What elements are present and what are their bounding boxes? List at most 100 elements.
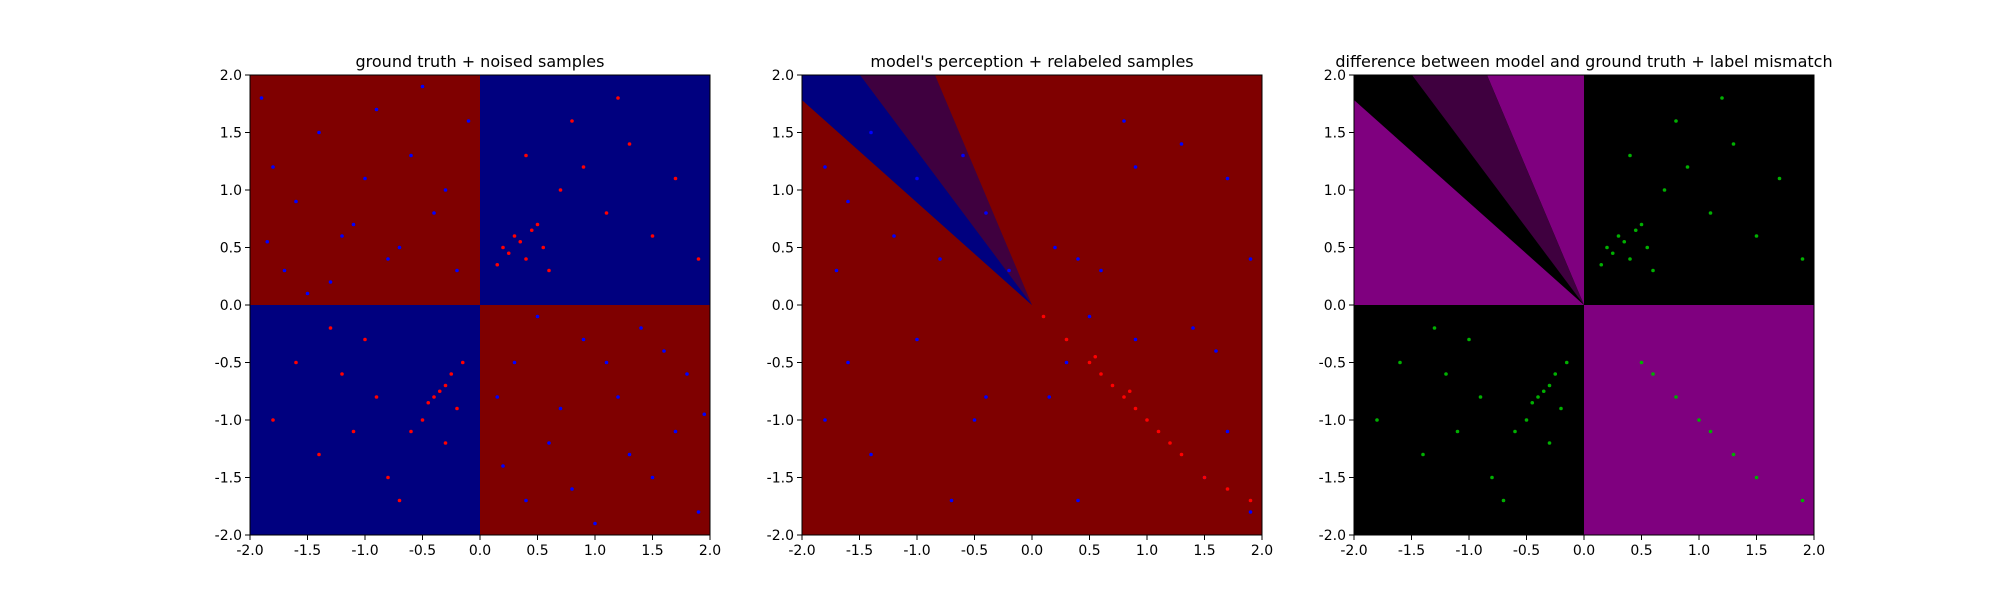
- data-point: [1616, 234, 1621, 238]
- data-point: [409, 429, 413, 434]
- data-point: [1041, 314, 1046, 319]
- data-point: [1007, 268, 1011, 273]
- data-point: [1731, 142, 1736, 146]
- x-axis: -2.0 -1.5 -1.0 -0.5 0.0 0.5 1.0 1.5 2.0: [236, 535, 721, 559]
- data-point: [1087, 360, 1092, 365]
- data-point: [524, 153, 528, 158]
- data-point: [1490, 475, 1494, 480]
- data-point: [512, 234, 517, 238]
- data-point: [673, 176, 678, 181]
- data-point: [650, 234, 655, 238]
- y-tick-label: -2.0: [1319, 528, 1346, 544]
- data-point: [1662, 188, 1667, 192]
- panel-title: ground truth + noised samples: [356, 52, 605, 71]
- data-point: [570, 119, 574, 123]
- y-tick-label: 1.0: [1324, 183, 1346, 199]
- x-tick-label: -0.5: [961, 543, 988, 559]
- y-tick-label: 0.5: [1324, 241, 1346, 257]
- panel-title: model's perception + relabeled samples: [870, 52, 1193, 71]
- data-point: [501, 245, 505, 250]
- data-point: [1622, 239, 1627, 244]
- x-tick-label: 0.5: [526, 543, 548, 559]
- data-point: [823, 165, 827, 169]
- data-point: [363, 337, 367, 342]
- data-point: [1754, 475, 1759, 480]
- data-point: [1133, 337, 1138, 342]
- data-point: [627, 452, 632, 457]
- data-point: [616, 395, 620, 399]
- data-point: [1375, 418, 1379, 422]
- data-point: [1639, 360, 1644, 365]
- data-point: [271, 165, 275, 169]
- data-point: [495, 262, 500, 267]
- y-tick-label: -2.0: [215, 528, 242, 544]
- data-point: [1645, 245, 1650, 250]
- x-tick-label: 0.5: [1078, 543, 1100, 559]
- data-point: [340, 372, 344, 376]
- x-tick-label: -0.5: [1513, 543, 1540, 559]
- data-point: [501, 464, 505, 468]
- data-point: [1076, 257, 1080, 261]
- data-point: [616, 96, 620, 100]
- data-point: [1145, 418, 1149, 422]
- data-point: [1122, 395, 1126, 399]
- region-upper-left: [250, 75, 480, 305]
- data-point: [581, 337, 586, 342]
- plot-area: [1354, 75, 1814, 535]
- data-point: [1547, 441, 1552, 445]
- data-point: [529, 228, 534, 233]
- data-point: [1099, 268, 1103, 273]
- data-point: [673, 429, 678, 434]
- data-point: [1524, 418, 1529, 422]
- y-tick-label: 1.0: [220, 183, 242, 199]
- y-tick-label: 2.0: [1324, 68, 1346, 84]
- data-point: [259, 96, 264, 100]
- data-point: [340, 234, 344, 238]
- data-point: [949, 498, 954, 503]
- data-point: [1800, 257, 1805, 261]
- y-tick-label: -1.0: [215, 413, 242, 429]
- data-point: [495, 395, 500, 399]
- data-point: [282, 268, 287, 273]
- data-point: [351, 429, 356, 434]
- data-point: [1421, 452, 1425, 457]
- data-point: [1225, 429, 1230, 434]
- y-axis: -2.0 -1.5 -1.0 -0.5 0.0 0.5 1.0 1.5 2.0: [215, 68, 250, 544]
- data-point: [535, 314, 540, 319]
- y-tick-label: -0.5: [1319, 356, 1346, 372]
- y-tick-label: 0.0: [220, 298, 242, 314]
- data-point: [650, 475, 655, 480]
- data-point: [1093, 354, 1098, 359]
- data-point: [558, 406, 563, 411]
- x-tick-label: 1.5: [641, 543, 663, 559]
- data-point: [1633, 228, 1638, 233]
- x-tick-label: 0.0: [1573, 543, 1595, 559]
- data-point: [1248, 510, 1253, 514]
- y-axis: -2.0 -1.5 -1.0 -0.5 0.0 0.5 1.0 1.5 2.0: [767, 68, 802, 544]
- data-point: [524, 498, 528, 503]
- y-tick-label: 1.0: [772, 183, 794, 199]
- data-point: [662, 349, 666, 353]
- region-lower-left: [250, 305, 480, 535]
- data-point: [869, 130, 873, 135]
- data-point: [1547, 383, 1552, 388]
- data-point: [984, 211, 988, 215]
- data-point: [1536, 395, 1540, 399]
- region-mismatch-left: [1354, 100, 1584, 305]
- data-point: [386, 475, 390, 480]
- x-tick-label: -1.5: [294, 543, 321, 559]
- data-point: [1731, 452, 1736, 457]
- data-point: [1559, 406, 1563, 411]
- data-point: [1064, 337, 1069, 342]
- data-point: [466, 119, 471, 123]
- region-wedge-blue: [802, 75, 1032, 305]
- data-point: [1467, 337, 1471, 342]
- data-point: [1605, 245, 1609, 250]
- data-point: [1047, 395, 1052, 399]
- data-point: [1202, 475, 1207, 480]
- y-tick-label: -2.0: [767, 528, 794, 544]
- data-point: [1513, 429, 1517, 434]
- data-point: [363, 176, 367, 181]
- points-layer: [1375, 96, 1805, 503]
